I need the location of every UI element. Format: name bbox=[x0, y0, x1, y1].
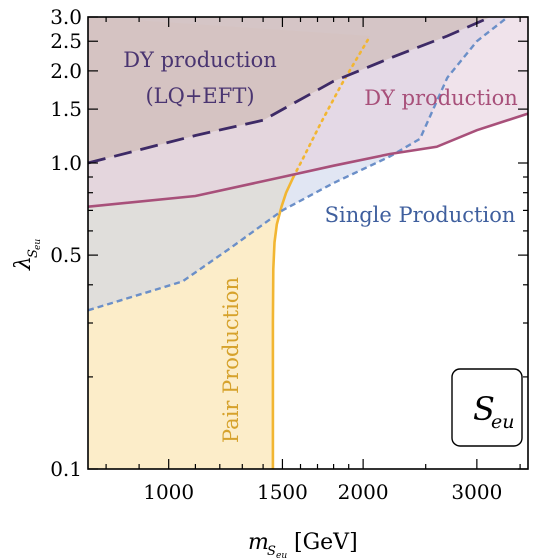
plot-frame bbox=[87, 16, 529, 470]
svg-text:λ: λ bbox=[11, 256, 36, 271]
dy-lq-eft-line bbox=[88, 17, 492, 165]
y-tick-label: 0.5 bbox=[50, 243, 82, 267]
x-tick-label: 3000 bbox=[451, 480, 502, 504]
svg-text:[GeV]: [GeV] bbox=[294, 530, 358, 555]
svg-text:eu: eu bbox=[33, 239, 43, 250]
svg-text:S: S bbox=[26, 249, 41, 258]
inset-label-sub: eu bbox=[491, 411, 514, 433]
x-tick-label: 2000 bbox=[338, 480, 389, 504]
svg-text:eu: eu bbox=[276, 551, 287, 559]
annotation-dy-lq-eft-line1: DY production bbox=[123, 48, 277, 72]
annotation-dy: DY production bbox=[364, 86, 518, 110]
annotation-dy-lq-eft-line2: (LQ+EFT) bbox=[145, 84, 254, 108]
x-axis-title: m S eu [GeV] bbox=[248, 530, 358, 559]
svg-text:S: S bbox=[267, 544, 276, 559]
y-tick-label: 2.5 bbox=[50, 29, 82, 53]
y-axis-title: λ S eu bbox=[11, 239, 43, 271]
y-tick-label: 3.0 bbox=[50, 5, 82, 29]
axis-ticks: 1000 1500 2000 3000 0.1 0.5 1.0 1.5 2.0 2.53.0 bbox=[50, 5, 528, 504]
dy-lq-eft-region bbox=[88, 17, 528, 163]
series-lines bbox=[88, 17, 528, 469]
pair-line-dotted bbox=[292, 34, 372, 179]
y-tick-label: 2.0 bbox=[50, 59, 82, 83]
svg-text:m: m bbox=[248, 530, 269, 555]
region-fills bbox=[88, 17, 528, 469]
x-tick-label: 1500 bbox=[257, 480, 308, 504]
y-tick-label: 1.5 bbox=[50, 97, 82, 121]
x-tick-label: 1000 bbox=[143, 480, 194, 504]
y-tick-label: 0.1 bbox=[50, 457, 82, 481]
single-line bbox=[88, 17, 509, 312]
inset-label-box: S eu bbox=[451, 368, 523, 447]
annotation-single: Single Production bbox=[325, 203, 516, 227]
inset-label: S bbox=[473, 390, 495, 428]
dy-line bbox=[88, 112, 528, 208]
y-tick-label: 1.0 bbox=[50, 151, 82, 175]
annotation-pair: Pair Production bbox=[219, 277, 243, 443]
pair-line bbox=[271, 176, 295, 469]
